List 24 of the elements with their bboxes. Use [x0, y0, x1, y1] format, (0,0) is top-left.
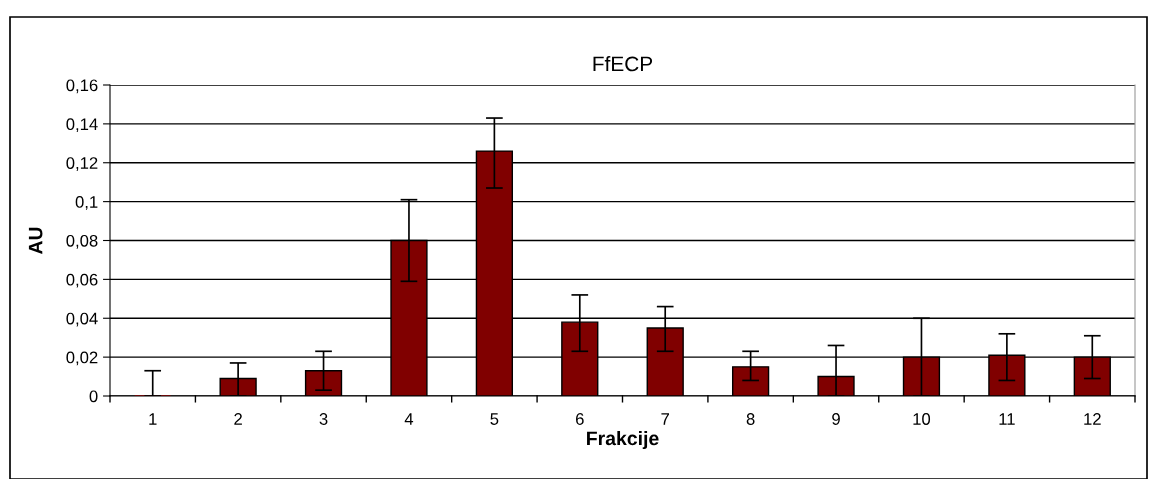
y-tick-label: 0,14: [66, 118, 98, 133]
x-tick-label: 12: [1084, 413, 1101, 425]
y-tick-label: 0,16: [66, 79, 98, 94]
x-tick-label: 5: [490, 413, 499, 425]
x-tick-label: 9: [832, 413, 840, 425]
x-tick-label: 8: [746, 413, 755, 425]
x-axis-title: Frakcije: [587, 430, 659, 450]
y-axis-title: AU: [28, 227, 43, 255]
y-tick-label: 0,02: [66, 351, 98, 366]
x-tick-label: 1: [149, 413, 157, 425]
y-tick-label: 0,04: [66, 312, 98, 327]
y-tick-label: 0,06: [66, 273, 98, 288]
chart-title: FfECP: [593, 56, 653, 72]
x-tick-label: 11: [999, 413, 1015, 425]
x-tick-label: 7: [661, 413, 670, 425]
y-tick-label: 0,12: [66, 157, 98, 171]
y-tick-label: 0,1: [75, 196, 98, 210]
x-tick-label: 6: [576, 413, 584, 425]
x-tick-label: 2: [234, 413, 242, 425]
x-tick-label: 3: [319, 413, 328, 425]
x-tick-label: 10: [913, 413, 931, 425]
x-tick-label: 4: [404, 413, 414, 425]
y-tick-label: 0,08: [66, 234, 98, 249]
y-tick-label: 0: [89, 390, 98, 403]
